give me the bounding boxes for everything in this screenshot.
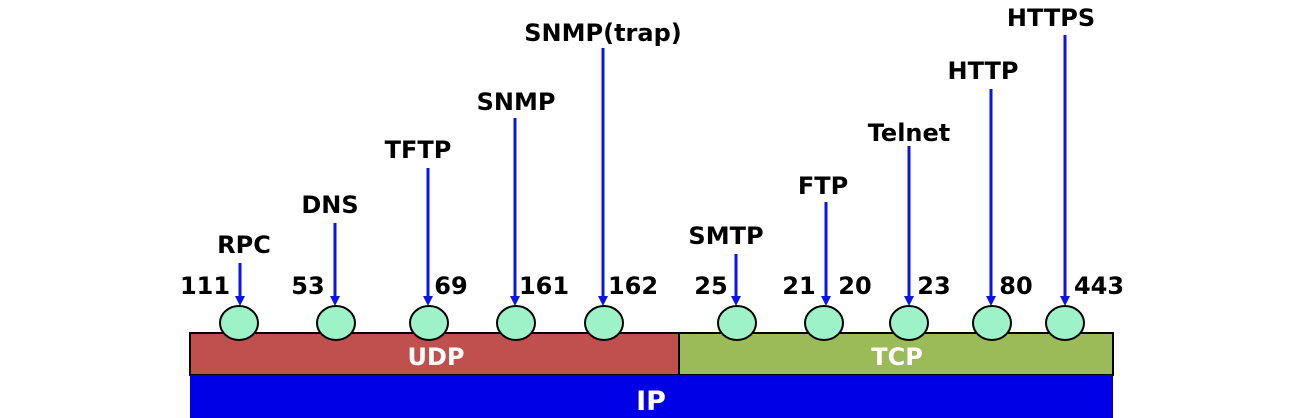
port-node-21-20 (804, 305, 844, 341)
protocol-label-smtp: SMTP (688, 222, 763, 250)
port-node-443 (1045, 305, 1085, 341)
port-node-53 (316, 305, 356, 341)
port-number-20: 20 (838, 272, 871, 300)
port-number-69: 69 (434, 272, 467, 300)
port-number-53: 53 (291, 272, 324, 300)
port-number-21: 21 (782, 272, 815, 300)
port-number-111: 111 (180, 272, 230, 300)
port-node-80 (972, 305, 1012, 341)
protocol-label-telnet: Telnet (868, 119, 951, 147)
protocol-label-ftp: FTP (798, 172, 848, 200)
port-number-162: 162 (608, 272, 658, 300)
ip-layer-label: IP (636, 386, 666, 417)
protocol-label-https: HTTPS (1007, 4, 1095, 32)
protocol-label-snmp: SNMP (477, 88, 556, 116)
port-node-162 (584, 305, 624, 341)
tcp-layer-label: TCP (871, 343, 923, 371)
ip-layer-bar (190, 375, 1113, 418)
protocol-label-dns: DNS (301, 191, 358, 219)
protocol-label-tftp: TFTP (385, 136, 452, 164)
udp-layer-label: UDP (408, 343, 465, 371)
port-node-161 (496, 305, 536, 341)
tcp-layer-bar (678, 332, 1114, 376)
port-node-111 (219, 305, 259, 341)
port-number-23: 23 (917, 272, 950, 300)
port-number-443: 443 (1074, 272, 1124, 300)
port-number-80: 80 (999, 272, 1032, 300)
protocol-label-http: HTTP (948, 57, 1019, 85)
port-number-161: 161 (519, 272, 569, 300)
port-node-25 (717, 305, 757, 341)
protocol-label-snmp-trap: SNMP(trap) (524, 19, 681, 47)
protocol-label-rpc: RPC (217, 231, 271, 259)
port-number-25: 25 (694, 272, 727, 300)
port-node-69 (409, 305, 449, 341)
port-node-23 (889, 305, 929, 341)
